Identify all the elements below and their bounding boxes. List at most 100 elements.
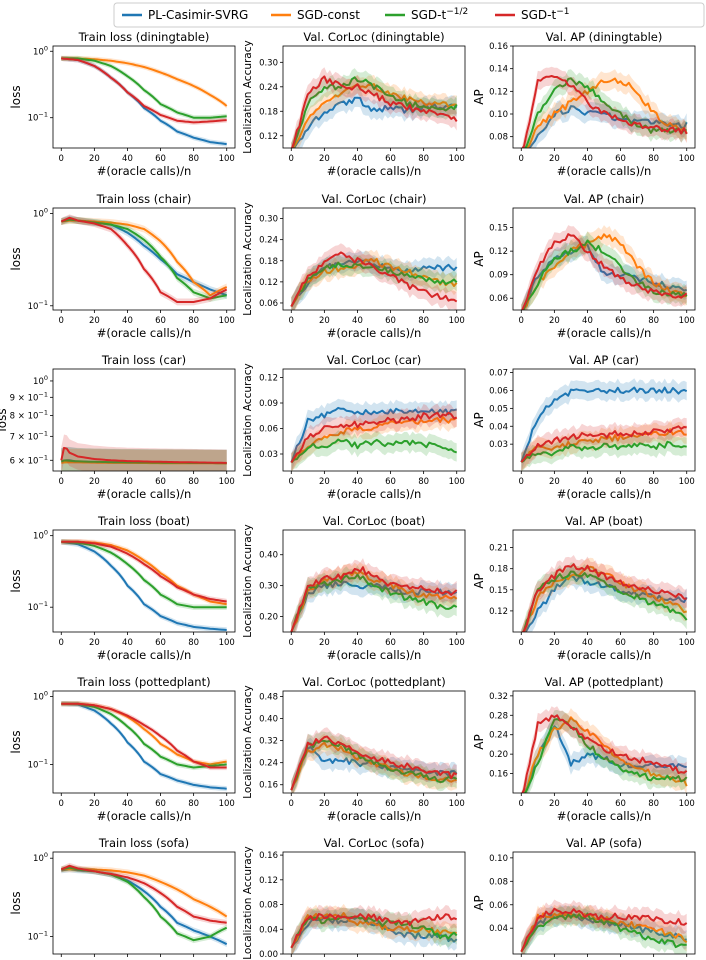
subplot-title: Val. AP (boat): [565, 514, 643, 528]
x-axis-label: #(oracle calls)/n: [97, 648, 192, 662]
x-tick-label: 60: [385, 477, 396, 487]
y-tick-label: 0.00: [259, 950, 278, 960]
x-axis-label: #(oracle calls)/n: [557, 326, 652, 340]
band-sgd-const: [61, 449, 227, 471]
y-tick-base: 10: [33, 692, 44, 702]
subplot-data: [290, 398, 458, 471]
y-tick-exp: 0: [44, 529, 48, 537]
x-tick-label: 80: [188, 799, 199, 809]
x-tick-label: 80: [188, 316, 199, 326]
axes-frame: [282, 690, 466, 794]
band-pl-casimir-svrg: [291, 398, 457, 471]
x-axis-label: #(oracle calls)/n: [97, 809, 192, 823]
band-sgd-t-1-2: [291, 731, 457, 793]
line-sgd-t-1: [521, 563, 687, 632]
y-axis-label: AP: [472, 573, 486, 588]
line-sgd-t-1-2: [291, 76, 458, 148]
x-tick-label: 20: [89, 477, 100, 487]
y-tick-label: 8 × 10−1: [10, 409, 48, 422]
line-sgd-t-1-2: [520, 440, 687, 463]
x-tick-label: 0: [59, 316, 64, 326]
subplot-val-corloc-chair: 0 20 40 60 80 100 0.06 0.12 0.18 0.24 0.30 Val. Cor…: [242, 192, 466, 340]
axes-frame: [52, 45, 236, 149]
x-tick-label: 0: [59, 154, 64, 164]
y-tick-label: 0.10: [489, 854, 508, 864]
y-tick-base: 7 × 10: [10, 432, 39, 442]
x-tick-label: 0: [519, 316, 524, 326]
x-tick-label: 20: [89, 154, 100, 164]
axes-frame: [512, 45, 696, 149]
subplot-data: [521, 555, 688, 632]
subplot-data: [60, 862, 228, 948]
x-tick-label: 0: [289, 799, 294, 809]
y-tick-label: 10−1: [28, 600, 48, 613]
x-axis-label: #(oracle calls)/n: [557, 648, 652, 662]
y-axis-label: loss: [9, 891, 23, 914]
legend-label-sgd-t-half: SGD-t−1/2: [411, 7, 468, 22]
x-axis-label: #(oracle calls)/n: [97, 487, 192, 501]
y-tick-base: 10: [28, 760, 39, 770]
y-tick-label: 0.28: [489, 711, 508, 721]
x-tick-label: 100: [449, 799, 465, 809]
y-tick-label: 0.24: [259, 759, 278, 769]
y-tick-label: 0.15: [489, 586, 508, 596]
x-tick-label: 0: [289, 477, 294, 487]
x-tick-label: 0: [519, 799, 524, 809]
x-axis-label: #(oracle calls)/n: [97, 326, 192, 340]
x-tick-label: 20: [319, 154, 330, 164]
y-tick-label: 0.09: [259, 399, 278, 409]
x-tick-label: 100: [449, 638, 465, 648]
subplot-data: [60, 214, 228, 306]
band-sgd-const: [522, 69, 687, 148]
y-tick-label: 9 × 10−1: [10, 390, 48, 403]
x-axis-label: #(oracle calls)/n: [557, 487, 652, 501]
x-tick-label: 40: [582, 154, 593, 164]
y-tick-base: 10: [33, 532, 44, 542]
x-tick-label: 20: [549, 477, 560, 487]
y-axis-label: loss: [9, 569, 23, 592]
y-tick-label: 0.05: [489, 404, 508, 414]
line-sgd-t-1: [61, 57, 227, 124]
y-tick-label: 0.06: [259, 299, 278, 309]
x-tick-label: 0: [59, 477, 64, 487]
line-sgd-t-1-2: [521, 570, 688, 632]
x-tick-label: 60: [385, 154, 396, 164]
band-sgd-t-1: [291, 67, 457, 148]
legend-label-pl-casimir-svrg: PL-Casimir-SVRG: [148, 8, 248, 22]
y-tick-label: 0.03: [259, 450, 278, 460]
band-sgd-t-1-2: [521, 432, 687, 471]
x-tick-label: 80: [418, 154, 429, 164]
line-pl-casimir-svrg: [527, 105, 688, 148]
x-tick-label: 20: [549, 799, 560, 809]
subplot-val-ap-diningtable: 0 20 40 60 80 100 0.08 0.10 0.12 0.14 0.16 Val. AP …: [472, 30, 696, 178]
y-tick-label: 0.30: [259, 58, 278, 68]
y-axis-label: Localization Accuracy: [242, 524, 254, 637]
y-tick-label: 0.12: [259, 278, 278, 288]
y-tick-label: 0.48: [259, 693, 278, 703]
x-tick-label: 80: [648, 477, 659, 487]
y-tick-label: 0.08: [259, 901, 278, 911]
y-tick-exp: 0: [44, 689, 48, 697]
legend-label-sgd-t-half-base: SGD-t: [411, 8, 446, 22]
x-tick-label: 20: [319, 799, 330, 809]
y-tick-exp: −1: [38, 111, 48, 119]
y-tick-exp: −1: [38, 453, 48, 461]
axes-frame: [52, 690, 236, 794]
band-sgd-t-1-2: [291, 430, 457, 471]
band-pl-casimir-svrg: [61, 55, 227, 147]
y-tick-label: 0.21: [489, 544, 508, 554]
x-tick-label: 100: [449, 154, 465, 164]
x-tick-label: 60: [385, 316, 396, 326]
y-tick-exp: 0: [44, 851, 48, 859]
line-sgd-t-1: [61, 540, 227, 603]
band-sgd-t-1: [521, 555, 687, 632]
y-axis-label: loss: [9, 85, 23, 108]
y-tick-label: 100: [33, 529, 48, 542]
x-tick-label: 60: [155, 154, 166, 164]
x-axis-label: #(oracle calls)/n: [327, 164, 422, 178]
y-tick-label: 0.08: [489, 877, 508, 887]
x-tick-label: 20: [549, 638, 560, 648]
y-tick-label: 0.16: [259, 781, 278, 791]
x-tick-label: 20: [549, 154, 560, 164]
